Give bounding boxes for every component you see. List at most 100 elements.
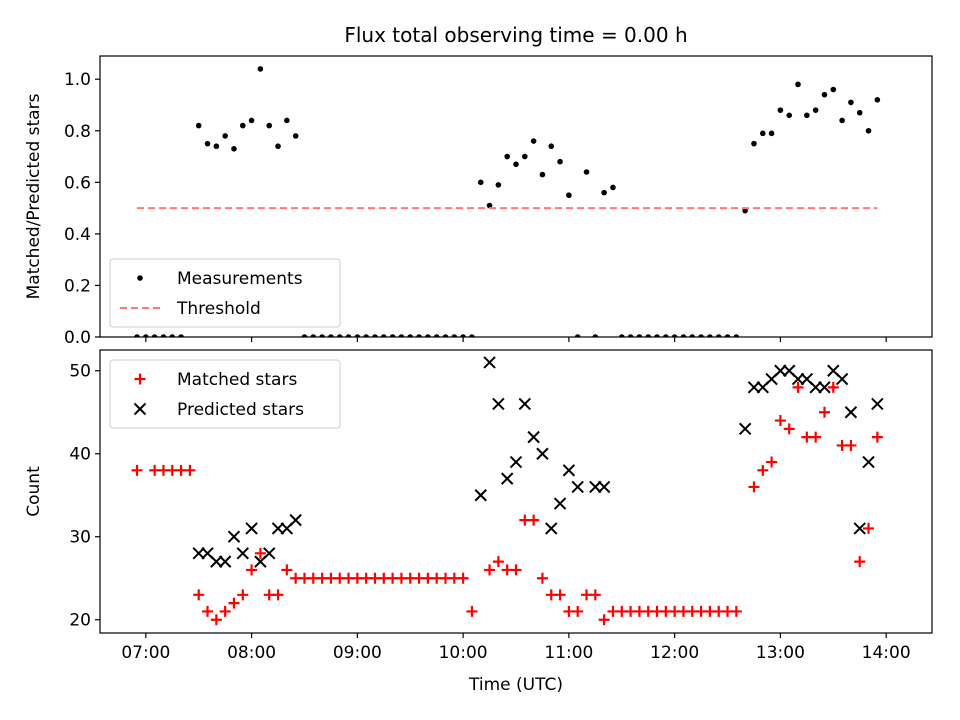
measurement-point	[451, 334, 458, 337]
measurement-point	[398, 334, 405, 337]
matched-stars-point	[827, 381, 839, 393]
y-axis-title: Matched/Predicted stars	[24, 93, 44, 299]
legend-label: Measurements	[177, 269, 303, 289]
ratio-panel: 0.0 0.2 0.4 0.6 0.8 1.0 Matched/Predicted star…	[24, 55, 933, 348]
measurement-point	[530, 138, 537, 144]
matched-stars-point	[131, 464, 143, 476]
measurement-point	[257, 66, 264, 72]
measurement-point	[195, 122, 202, 129]
measurement-point	[477, 179, 484, 186]
measurement-point	[336, 334, 343, 337]
legend-label: Matched stars	[177, 370, 297, 390]
matched-stars-point	[757, 464, 769, 476]
measurement-point	[610, 184, 616, 191]
measurement-point	[407, 334, 414, 337]
legend-swatch	[137, 275, 143, 281]
measurement-point	[856, 109, 863, 116]
predicted-stars-point	[527, 430, 540, 444]
plot-area	[131, 356, 884, 626]
measurement-point	[416, 334, 422, 337]
measurement-point	[874, 97, 881, 103]
measurement-point	[707, 334, 713, 337]
measurement-point	[248, 117, 255, 124]
predicted-stars-point	[774, 364, 787, 377]
predicted-stars-point	[738, 422, 752, 436]
measurement-point	[654, 334, 660, 337]
predicted-stars-point	[871, 397, 884, 411]
measurement-point	[345, 334, 352, 337]
measurement-point	[848, 99, 854, 106]
measurement-point	[830, 86, 837, 93]
measurement-point	[504, 153, 510, 160]
predicted-stars-point	[536, 447, 549, 460]
predicted-stars-point	[474, 489, 487, 502]
measurement-point	[680, 334, 687, 337]
measurement-point	[204, 140, 211, 147]
measurement-point	[557, 158, 563, 165]
measurement-point	[539, 171, 546, 178]
x-tick-label: 10:00	[439, 643, 488, 663]
matched-stars-point	[219, 605, 231, 617]
measurement-point	[266, 122, 273, 129]
y-tick-label: 30	[69, 528, 91, 548]
x-tick-label: 11:00	[544, 643, 593, 663]
measurement-point	[698, 334, 704, 337]
measurement-point	[160, 334, 167, 337]
legend: Measurements Threshold	[109, 258, 341, 328]
measurement-point	[213, 143, 220, 150]
matched-stars-point	[272, 589, 284, 601]
predicted-stars-point	[289, 513, 302, 527]
matched-stars-point	[748, 481, 760, 493]
measurement-point	[715, 334, 722, 337]
legend-box	[109, 258, 341, 328]
predicted-stars-point	[809, 381, 822, 394]
measurement-point	[354, 334, 361, 337]
measurement-point	[839, 117, 845, 124]
predicted-stars-point	[509, 455, 523, 469]
matched-stars-point	[572, 605, 584, 617]
measurement-point	[513, 161, 519, 168]
predicted-stars-point	[192, 547, 205, 560]
count-panel: 20 30 40 50 07:00 08:00 09:00 10:00 11:00 12:00 13…	[24, 349, 933, 695]
predicted-stars-point	[791, 372, 805, 386]
chart-title: Flux total observing time = 0.00 h	[344, 23, 687, 47]
measurement-point	[372, 334, 378, 337]
predicted-stars-point	[518, 397, 532, 411]
measurement-point	[433, 334, 440, 337]
measurement-point	[363, 334, 369, 337]
measurement-point	[169, 334, 176, 337]
matched-stars-point	[484, 564, 496, 576]
measurement-point	[583, 169, 590, 175]
y-tick-label: 50	[69, 362, 91, 382]
predicted-stars-point	[218, 555, 232, 568]
measurement-point	[777, 107, 784, 113]
measurement-point	[742, 207, 748, 214]
x-axis-title: Time (UTC)	[468, 675, 563, 695]
matched-stars-point	[457, 572, 469, 584]
y-tick-label: 0.4	[64, 225, 91, 245]
matched-stars-point	[730, 605, 742, 617]
predicted-stars-point	[500, 472, 514, 485]
measurement-point	[425, 334, 431, 337]
matched-stars-point	[792, 381, 804, 393]
y-tick-label: 0.6	[64, 173, 91, 193]
measurement-point	[601, 189, 607, 196]
legend-box	[109, 359, 341, 429]
predicted-stars-point	[589, 480, 602, 494]
x-tick-label: 07:00	[121, 643, 170, 663]
measurement-point	[380, 334, 387, 337]
predicted-stars-point	[571, 480, 584, 494]
measurement-point	[301, 334, 308, 337]
measurement-point	[689, 334, 696, 337]
matched-stars-point	[246, 564, 258, 576]
measurement-point	[671, 334, 678, 337]
measurement-point	[495, 182, 502, 188]
y-tick-label: 0.2	[64, 276, 91, 296]
measurement-point	[239, 122, 246, 129]
measurement-point	[469, 334, 475, 337]
matched-stars-point	[492, 556, 504, 568]
y-tick-label: 1.0	[64, 70, 91, 90]
measurement-point	[310, 334, 317, 337]
predicted-stars-point	[492, 397, 505, 411]
